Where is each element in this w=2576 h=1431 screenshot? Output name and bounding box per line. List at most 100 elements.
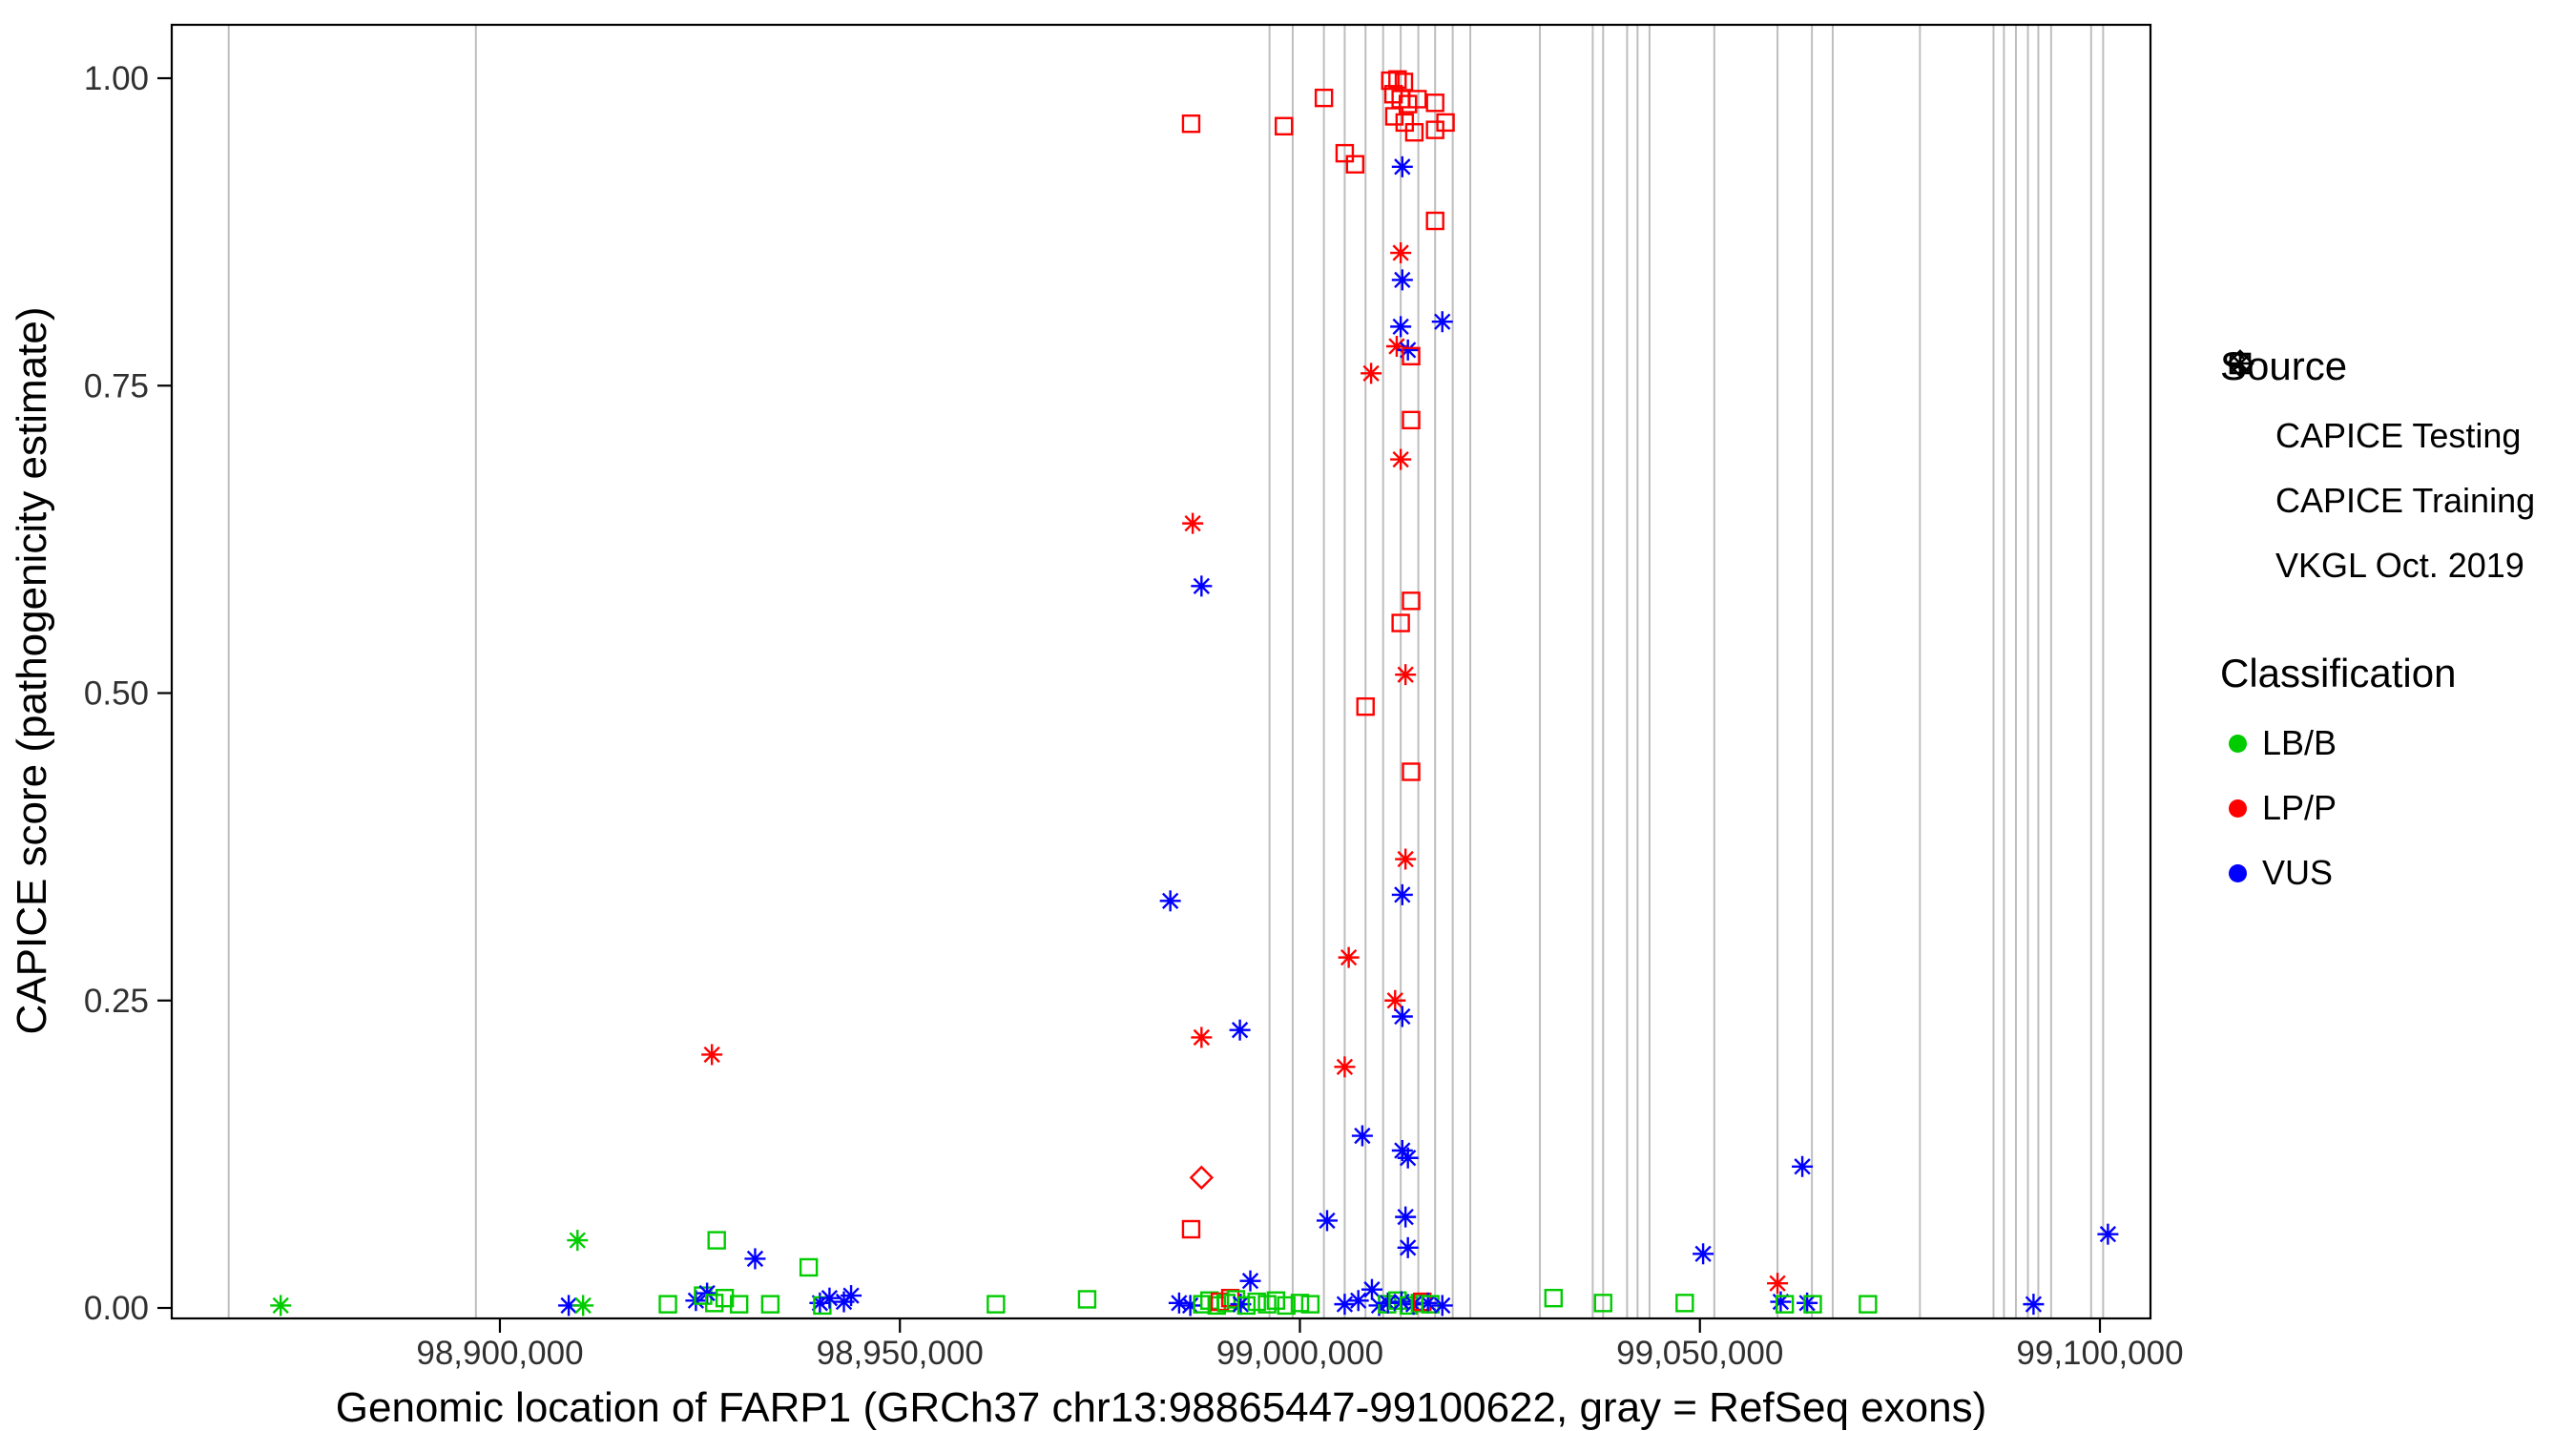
data-point <box>707 1231 726 1250</box>
data-point <box>1402 410 1421 430</box>
data-point <box>841 1285 862 1307</box>
data-point <box>1290 1294 1310 1313</box>
data-point <box>1266 1291 1286 1310</box>
data-point <box>1397 1236 1419 1258</box>
legend-item-lpp: LP/P <box>2220 784 2564 832</box>
data-point <box>1408 90 1427 109</box>
data-point <box>2097 1223 2119 1245</box>
data-point <box>1402 591 1421 611</box>
data-point <box>1402 762 1421 781</box>
data-point <box>1334 1294 1356 1316</box>
data-point <box>1395 113 1415 133</box>
data-point <box>1239 1270 1261 1292</box>
data-point <box>1356 696 1375 716</box>
data-point <box>1277 1296 1296 1316</box>
data-point <box>1351 1125 1373 1147</box>
diamond-icon <box>2220 349 2260 456</box>
data-point <box>1077 1290 1097 1309</box>
data-point <box>2023 1294 2045 1316</box>
data-point <box>1395 664 1417 686</box>
data-point <box>1216 1294 1236 1313</box>
data-point <box>1384 989 1406 1011</box>
data-point <box>1399 1296 1419 1316</box>
data-point <box>1247 1292 1266 1312</box>
data-point <box>1431 1295 1453 1317</box>
data-point <box>1191 1027 1213 1048</box>
data-point <box>1334 1056 1356 1078</box>
legend-classification: Classification LB/B LP/P VUS <box>2220 651 2564 897</box>
data-point <box>1181 1219 1201 1239</box>
data-point <box>1300 1295 1320 1314</box>
data-point <box>1275 116 1294 135</box>
lbb-color-dot <box>2229 734 2247 753</box>
data-point <box>1544 1288 1563 1308</box>
data-point <box>1338 946 1360 968</box>
legend-classification-title: Classification <box>2220 651 2457 695</box>
data-point <box>1767 1273 1789 1295</box>
data-point <box>1395 848 1417 870</box>
y-axis-title: CAPICE score (pathogenicity estimate) <box>9 307 55 1035</box>
data-point <box>1391 269 1413 291</box>
x-axis-title: Genomic location of FARP1 (GRCh37 chr13:… <box>336 1384 1986 1431</box>
legend-label: CAPICE Testing <box>2275 416 2522 455</box>
data-point <box>1335 143 1355 163</box>
legend-item-vkgl: VKGL Oct. 2019 <box>2220 352 2564 590</box>
data-point <box>1391 1006 1413 1027</box>
data-point <box>1181 114 1201 134</box>
legend-item-capice-testing: CAPICE Testing <box>2220 349 2564 460</box>
data-point <box>729 1295 749 1314</box>
data-point <box>701 1044 723 1066</box>
data-point <box>1397 339 1419 361</box>
data-point <box>1236 1296 1257 1316</box>
data-point <box>1421 1295 1440 1314</box>
data-point <box>270 1295 292 1317</box>
data-point <box>1775 1295 1795 1314</box>
x-tick-label: 99,000,000 <box>1216 1335 1383 1372</box>
data-point <box>1792 1155 1814 1177</box>
data-point <box>1431 311 1453 333</box>
data-point <box>1395 1206 1417 1228</box>
data-point <box>1390 242 1412 264</box>
data-point <box>1693 1243 1714 1265</box>
data-point <box>567 1230 589 1252</box>
data-point <box>1425 211 1444 231</box>
data-point <box>1390 448 1412 470</box>
data-point <box>1388 1291 1407 1310</box>
data-point <box>1770 1291 1792 1313</box>
data-point <box>1159 890 1181 912</box>
data-point <box>1394 73 1414 92</box>
data-point <box>1316 1210 1338 1232</box>
data-point <box>1425 93 1444 113</box>
data-point <box>572 1295 594 1317</box>
data-point <box>1675 1294 1694 1313</box>
data-point <box>1390 316 1412 338</box>
y-tick-label: 0.75 <box>84 367 149 404</box>
data-point <box>744 1248 766 1270</box>
data-point <box>658 1295 677 1314</box>
refseq-exon-lines <box>227 25 2105 1318</box>
y-tick-label: 0.50 <box>84 675 149 713</box>
legend-label: LB/B <box>2262 723 2337 762</box>
legend-label: CAPICE Training <box>2275 481 2536 520</box>
legend-item-capice-training: CAPICE Training <box>2220 352 2564 525</box>
data-point <box>1391 156 1413 177</box>
y-tick-label: 0.25 <box>84 983 149 1020</box>
data-point <box>704 1294 724 1313</box>
data-point <box>1803 1295 1822 1314</box>
legend: Source CAPICE Testing CAPICE Training <box>2220 343 2564 914</box>
data-point <box>1361 363 1382 384</box>
legend-source-title: Source <box>2220 343 2348 388</box>
asterisk-icon <box>2220 352 2260 586</box>
x-tick-label: 98,900,000 <box>416 1335 583 1372</box>
data-point <box>760 1295 780 1314</box>
x-tick-label: 99,100,000 <box>2016 1335 2183 1372</box>
data-point <box>1229 1019 1251 1041</box>
vus-color-dot <box>2229 863 2247 882</box>
data-point <box>1398 94 1418 114</box>
legend-label: LP/P <box>2262 788 2337 827</box>
data-point <box>819 1287 841 1309</box>
data-point <box>1404 123 1424 142</box>
data-point <box>1347 1290 1369 1312</box>
data-point <box>1314 88 1334 108</box>
